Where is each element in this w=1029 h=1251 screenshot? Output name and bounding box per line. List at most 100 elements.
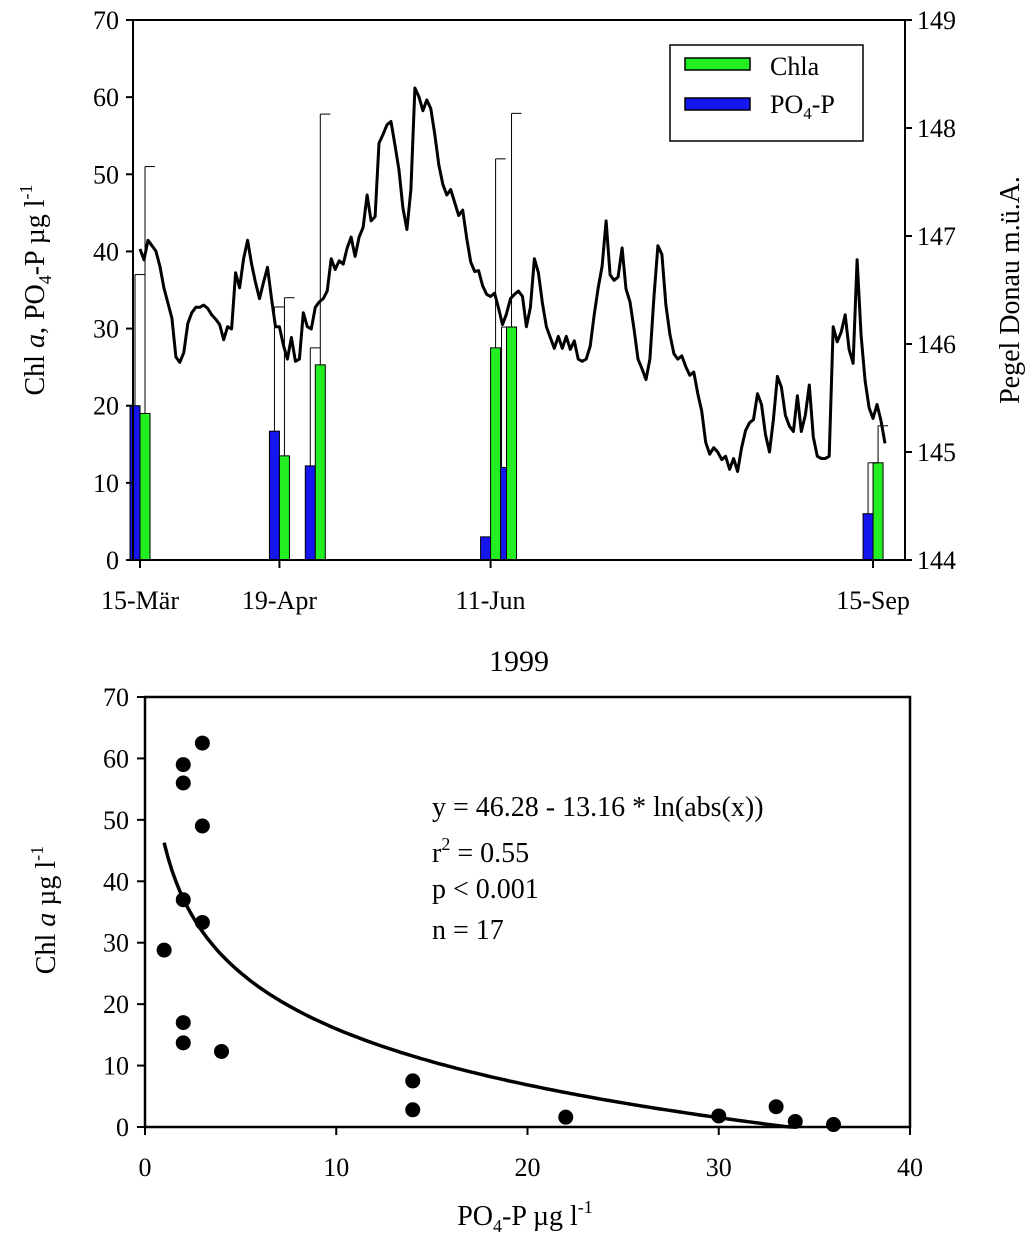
legend-label-chla: Chla xyxy=(770,52,820,81)
legend-po4-rest: -P xyxy=(812,90,835,119)
y-tick-label: 70 xyxy=(103,683,129,712)
y-label-part: , PO xyxy=(20,284,51,334)
scatter-point-13 xyxy=(711,1108,727,1124)
y-axis-label: Chl a µg l-1 xyxy=(27,846,62,974)
scatter-point-14 xyxy=(768,1099,784,1115)
y-axis-ticks: 0 10 20 30 40 50 60 70 xyxy=(103,683,145,1142)
x-axis-ticks: 0 10 20 30 40 xyxy=(139,1127,923,1182)
y-axis-label-right: Pegel Donau m.ü.A. xyxy=(995,176,1026,404)
y-label-subscript: 4 xyxy=(35,275,55,284)
right-tick-label: 145 xyxy=(917,438,956,467)
scatter-point-12 xyxy=(558,1109,574,1125)
r2-rest: = 0.55 xyxy=(450,838,529,869)
x-axis-label-year: 1999 xyxy=(489,645,549,678)
left-tick-label: 10 xyxy=(93,469,119,498)
scatter-point-15 xyxy=(787,1113,803,1129)
time-series-chart: 0 10 20 30 40 50 60 70 144 145 146 147 148 149 15-Mä… xyxy=(16,6,1026,678)
fit-r-squared: r2 = 0.55 xyxy=(432,834,529,869)
scatter-point-3 xyxy=(194,818,210,834)
x-tick-label: 19-Apr xyxy=(242,586,317,615)
scatter-point-9 xyxy=(214,1043,229,1059)
x-tick-label: 15-Sep xyxy=(836,586,910,615)
y-tick-label: 40 xyxy=(103,867,129,896)
x-label-subscript: 4 xyxy=(493,1216,502,1236)
legend-swatch-po4 xyxy=(684,97,751,111)
legend-po4-main: PO xyxy=(770,90,803,119)
scatter-point-2 xyxy=(175,775,191,791)
y-tick-label: 30 xyxy=(103,929,129,958)
x-tick-label: 10 xyxy=(323,1153,349,1182)
x-tick-label: 15-Mär xyxy=(101,586,179,615)
bar-chla-3 xyxy=(490,347,502,561)
x-tick-label: 40 xyxy=(897,1153,923,1182)
y-label-superscript: -1 xyxy=(16,184,36,199)
y-label-superscript: -1 xyxy=(27,846,47,861)
y-tick-label: 60 xyxy=(103,744,129,773)
right-tick-label: 147 xyxy=(917,222,956,251)
scatter-point-8 xyxy=(175,1035,191,1051)
y-label-italic: a xyxy=(20,334,51,348)
x-tick-label: 30 xyxy=(706,1153,732,1182)
bar-chla-4 xyxy=(506,326,518,561)
y-tick-label: 50 xyxy=(103,806,129,835)
scatter-point-4 xyxy=(175,892,191,908)
bar-po4-1 xyxy=(268,430,280,561)
x-label-part: PO xyxy=(457,1201,493,1232)
scatter-point-6 xyxy=(156,942,172,958)
bar-chla-2 xyxy=(314,364,326,561)
left-tick-label: 40 xyxy=(93,237,119,266)
bar-po4-2 xyxy=(304,465,316,561)
left-tick-label: 0 xyxy=(106,546,119,575)
x-axis-label: PO4-P µg l-1 xyxy=(457,1197,593,1236)
legend-label-po4: PO4-P xyxy=(770,90,835,123)
bar-chla-1 xyxy=(278,455,290,561)
x-label-superscript: -1 xyxy=(578,1197,593,1217)
scatter-points-group xyxy=(156,735,841,1133)
r2-superscript: 2 xyxy=(441,834,450,854)
scatter-point-0 xyxy=(194,735,210,751)
scatter-point-11 xyxy=(405,1102,421,1118)
bar-chla-5 xyxy=(872,462,884,561)
right-tick-label: 146 xyxy=(917,330,956,359)
y-label-italic: a xyxy=(31,913,62,927)
y-tick-label: 0 xyxy=(116,1113,129,1142)
y-tick-label: 20 xyxy=(103,990,129,1019)
y-axis-label-left: Chl a, PO4-P µg l-1 xyxy=(16,184,55,395)
scatter-point-1 xyxy=(175,757,191,773)
right-tick-label: 144 xyxy=(917,546,956,575)
legend-swatch-chla xyxy=(684,57,751,71)
y-label-part: Chl xyxy=(31,927,62,974)
fit-curve xyxy=(162,842,796,1129)
series-line-pegel-donau xyxy=(138,86,887,473)
bar-po4-5 xyxy=(862,513,874,561)
right-tick-label: 149 xyxy=(917,6,956,35)
scatter-point-7 xyxy=(175,1015,191,1031)
x-tick-label: 0 xyxy=(139,1153,152,1182)
fit-p-value: p < 0.001 xyxy=(432,874,539,905)
bar-po4-3 xyxy=(480,536,492,561)
x-label-part: -P µg l xyxy=(502,1201,578,1232)
r2-main: r xyxy=(432,838,442,869)
x-tick-label: 11-Jun xyxy=(456,586,526,615)
fit-equation: y = 46.28 - 13.16 * ln(abs(x)) xyxy=(432,792,764,823)
x-axis-ticks: 15-Mär 19-Apr 11-Jun 15-Sep xyxy=(101,560,910,615)
legend-po4-subscript: 4 xyxy=(803,104,812,123)
y-label-part: Chl xyxy=(20,348,51,395)
legend: Chla PO4-P xyxy=(669,44,864,142)
plot-frame xyxy=(143,695,912,1129)
bar-chla-0 xyxy=(139,412,151,561)
left-tick-label: 30 xyxy=(93,315,119,344)
scatter-point-5 xyxy=(194,914,210,930)
left-tick-label: 20 xyxy=(93,392,119,421)
fit-annotation: y = 46.28 - 13.16 * ln(abs(x)) r2 = 0.55… xyxy=(432,792,764,946)
y-label-part: -P µg l xyxy=(20,199,51,275)
left-tick-label: 50 xyxy=(93,160,119,189)
scatter-point-16 xyxy=(826,1117,841,1133)
y-tick-label: 10 xyxy=(103,1052,129,1081)
y-label-part: µg l xyxy=(31,861,62,913)
right-axis-ticks: 144 145 146 147 148 149 xyxy=(905,6,956,575)
left-tick-label: 70 xyxy=(93,6,119,35)
right-tick-label: 148 xyxy=(917,114,956,143)
